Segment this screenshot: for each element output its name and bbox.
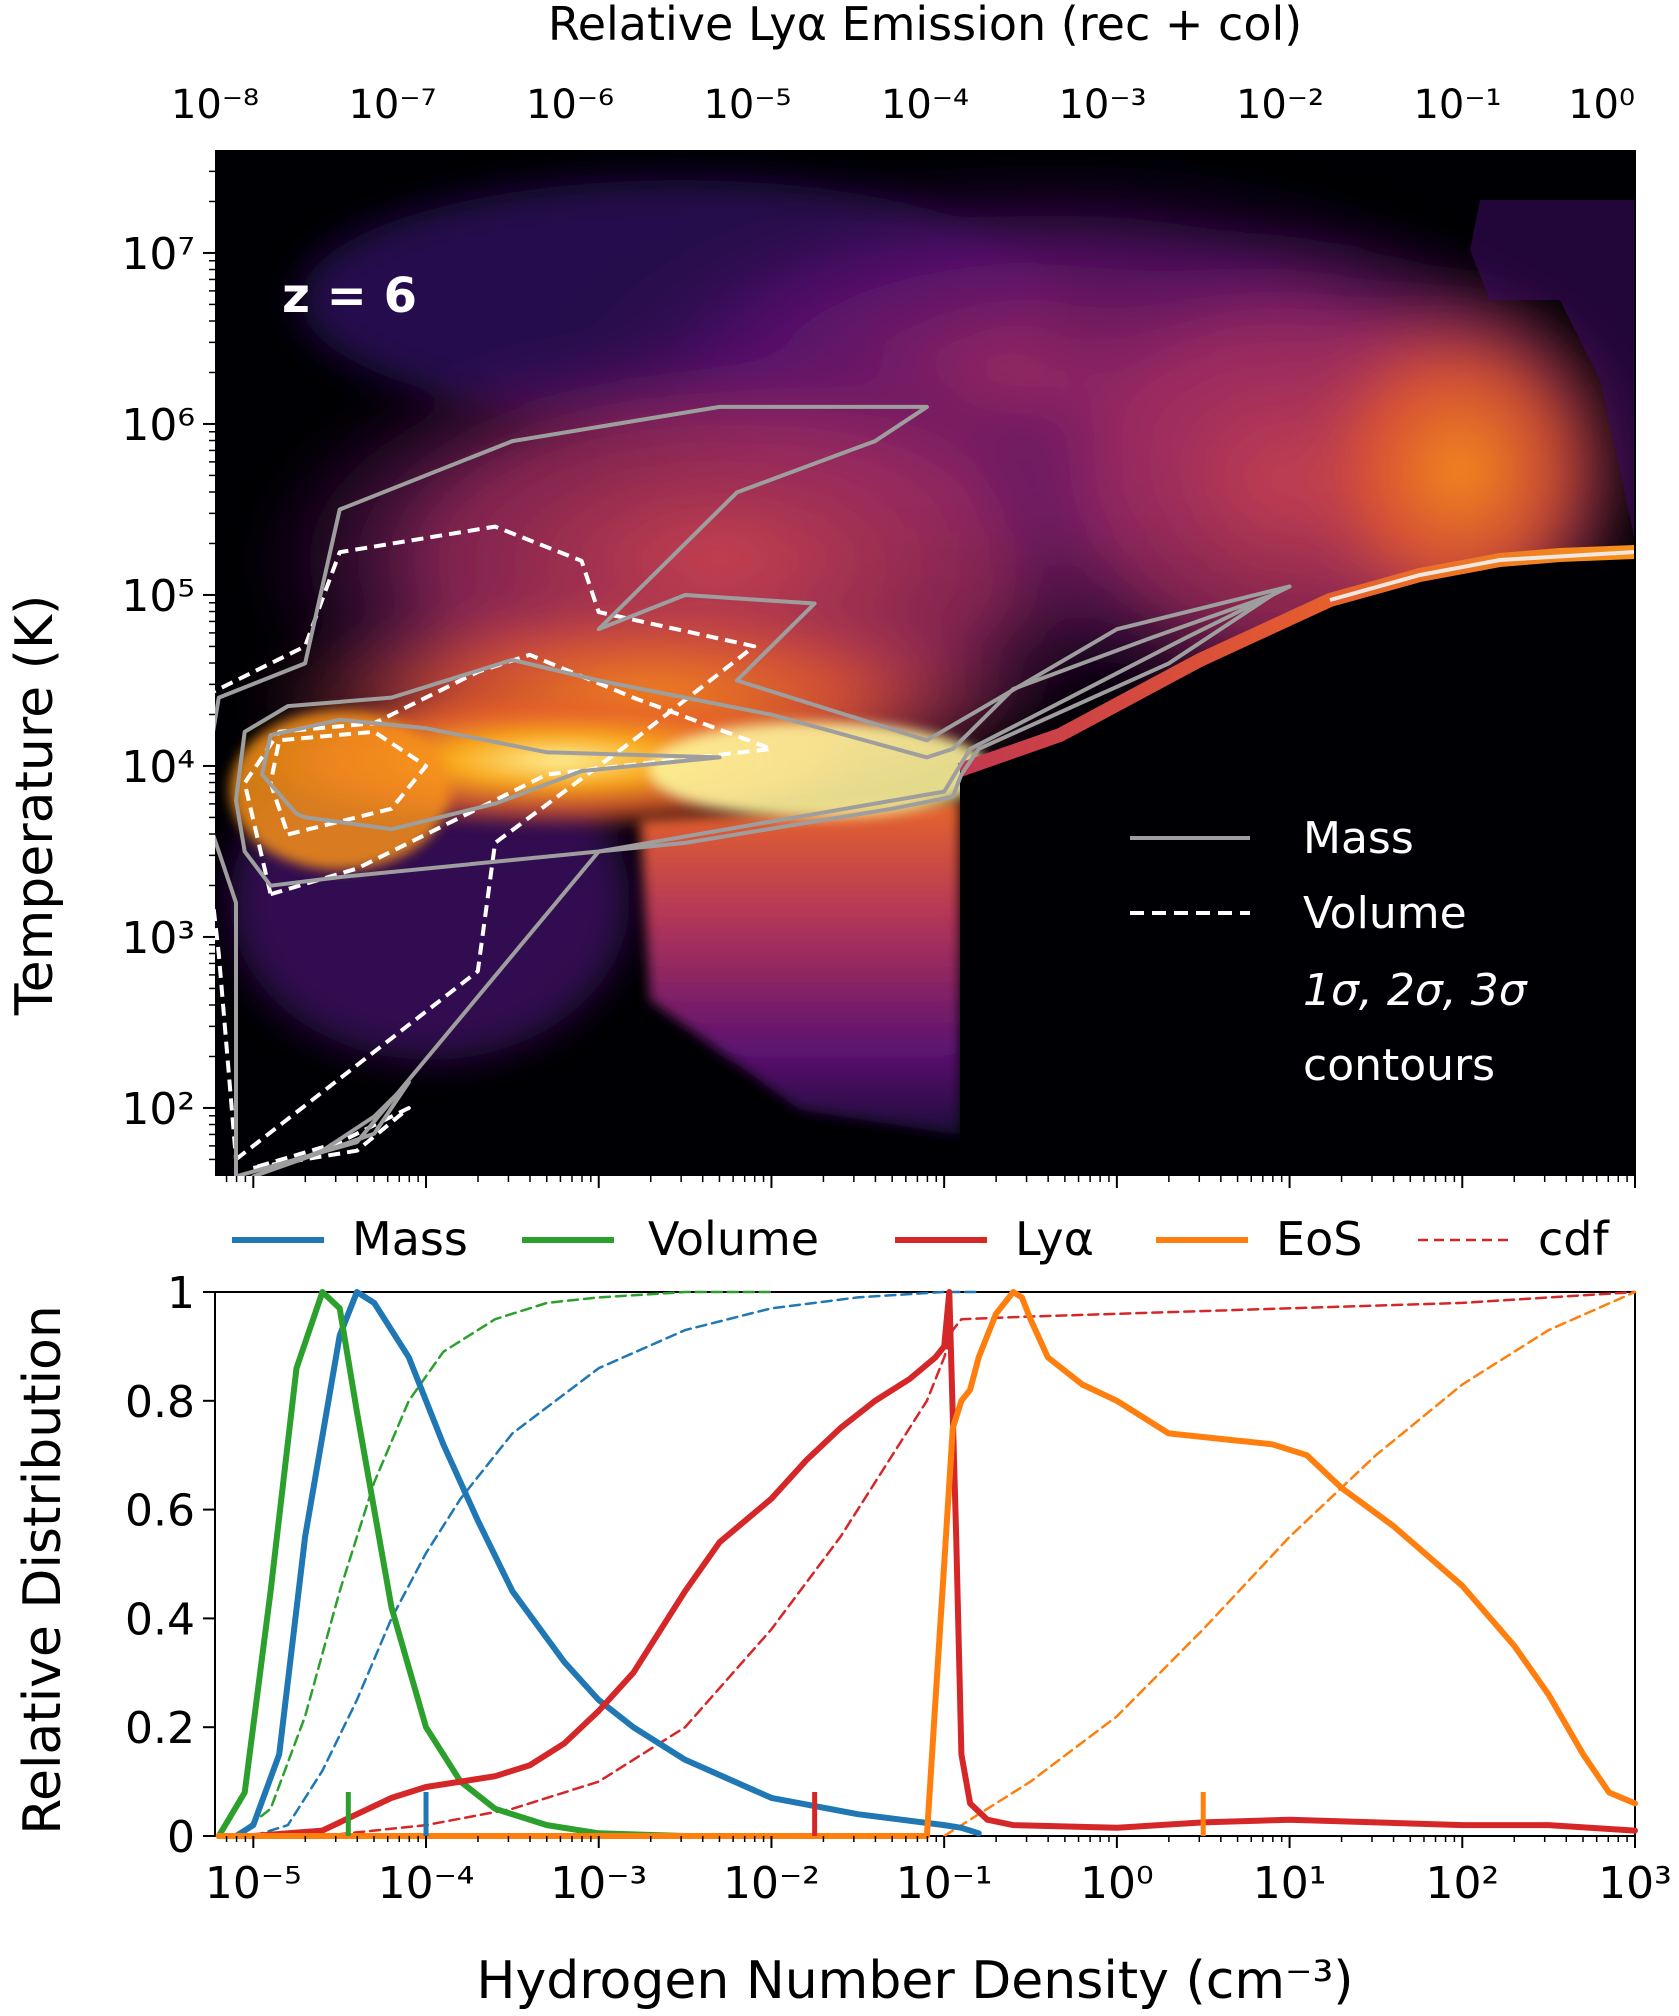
contours: [215, 404, 1292, 1176]
volume-contour-3sigma: [215, 524, 757, 1162]
colorbar-tick-label: 10⁻⁷: [348, 82, 436, 128]
volume-contour-3sigma: [251, 1106, 411, 1170]
colorbar-title: Relative Lyα Emission (rec + col): [548, 0, 1302, 51]
legend-label: Volume: [648, 1212, 819, 1266]
series-eos-line: [215, 1289, 1638, 1839]
colorbar-tick-label: 10⁰: [1568, 82, 1635, 128]
legend-label-mass: Mass: [1303, 813, 1414, 864]
bottom-series: [215, 1289, 1638, 1839]
bottom-xtick-label: 10⁻⁴: [378, 1858, 475, 1909]
series-ly-line: [250, 1289, 1638, 1839]
top-ytick-label: 10⁶: [121, 400, 195, 451]
redshift-annotation: z = 6: [282, 268, 417, 324]
bottom-plot-frame: [214, 1291, 1636, 1837]
top-ytick-label: 10⁷: [121, 229, 195, 280]
legend-note-sigmas: 1σ, 2σ, 3σ: [1303, 965, 1528, 1016]
colorbar-tick-label: 10⁻⁸: [171, 82, 259, 128]
bottom-ytick-label: 0.2: [125, 1703, 195, 1754]
series-mass-cdf-line: [252, 1290, 980, 1838]
legend-note-contours: contours: [1303, 1040, 1495, 1091]
bottom-xtick-label: 10⁻³: [550, 1858, 647, 1909]
top-legend: Mass Volume 1σ, 2σ, 3σ contours: [1130, 813, 1528, 1091]
bottom-xtick-label: 10⁰: [1080, 1858, 1154, 1909]
top-panel-axes: 10² 10³ 10⁴ 10⁵ 10⁶ 10⁷: [121, 150, 1636, 1188]
colorbar-tick-label: 10⁻³: [1058, 82, 1146, 128]
colorbar-tick-label: 10⁻⁵: [703, 82, 791, 128]
mass-contour-1sigma: [260, 717, 722, 832]
top-ytick-label: 10²: [121, 1084, 195, 1135]
legend-label: cdf: [1538, 1212, 1610, 1266]
series-volume-line: [215, 1289, 689, 1839]
top-ytick-label: 10⁴: [121, 742, 195, 793]
series-volume-cdf-line: [234, 1290, 773, 1838]
bottom-ytick-label: 0.8: [125, 1377, 195, 1428]
colorbar-tick-label: 10⁻¹: [1413, 82, 1501, 128]
legend-label: Mass: [352, 1212, 468, 1266]
bottom-xtick-label: 10²: [1425, 1858, 1499, 1909]
series-eos-cdf-line: [942, 1290, 1637, 1838]
bottom-ylabel: Relative Distribution: [13, 1305, 73, 1835]
colorbar-tick-labels: 10⁻⁸ 10⁻⁷ 10⁻⁶ 10⁻⁵ 10⁻⁴ 10⁻³ 10⁻² 10⁻¹ 10⁰: [171, 82, 1635, 128]
legend-label-volume: Volume: [1303, 888, 1467, 939]
top-ytick-label: 10⁵: [121, 571, 195, 622]
colorbar-tick-label: 10⁻⁴: [881, 82, 969, 128]
legend-label: EoS: [1276, 1212, 1362, 1266]
bottom-xtick-label: 10⁻²: [723, 1858, 820, 1909]
colorbar-tick-label: 10⁻²: [1236, 82, 1324, 128]
series-ly-cdf-line: [321, 1290, 1637, 1838]
bottom-ytick-label: 0: [167, 1812, 195, 1863]
bottom-legend: Mass Volume Lyα EoS cdf: [232, 1212, 1610, 1266]
bottom-xtick-label: 10¹: [1253, 1858, 1327, 1909]
colorbar-tick-label: 10⁻⁶: [526, 82, 614, 128]
bottom-xtick-label: 10⁻⁵: [205, 1858, 302, 1909]
top-ylabel: Temperature (K): [5, 595, 65, 1017]
bottom-ytick-label: 0.4: [125, 1594, 195, 1645]
bottom-xlabel: Hydrogen Number Density (cm⁻³): [476, 1951, 1353, 2011]
bottom-xtick-label: 10⁻¹: [896, 1858, 993, 1909]
bottom-ytick-label: 1: [167, 1268, 195, 1319]
legend-label: Lyα: [1015, 1212, 1094, 1266]
bottom-axes: 10⁻⁵ 10⁻⁴ 10⁻³ 10⁻² 10⁻¹ 10⁰ 10¹ 10² 10³ 0 0.2 0.4…: [125, 1268, 1672, 1909]
heatmap: [215, 150, 1635, 1176]
mass-contour-3sigma: [215, 404, 1292, 1176]
bottom-xtick-label: 10³: [1598, 1858, 1672, 1909]
mass-contour-3sigma: [251, 1080, 411, 1176]
series-mass-line: [233, 1289, 982, 1839]
top-ytick-label: 10³: [121, 913, 195, 964]
bottom-ytick-label: 0.6: [125, 1486, 195, 1537]
